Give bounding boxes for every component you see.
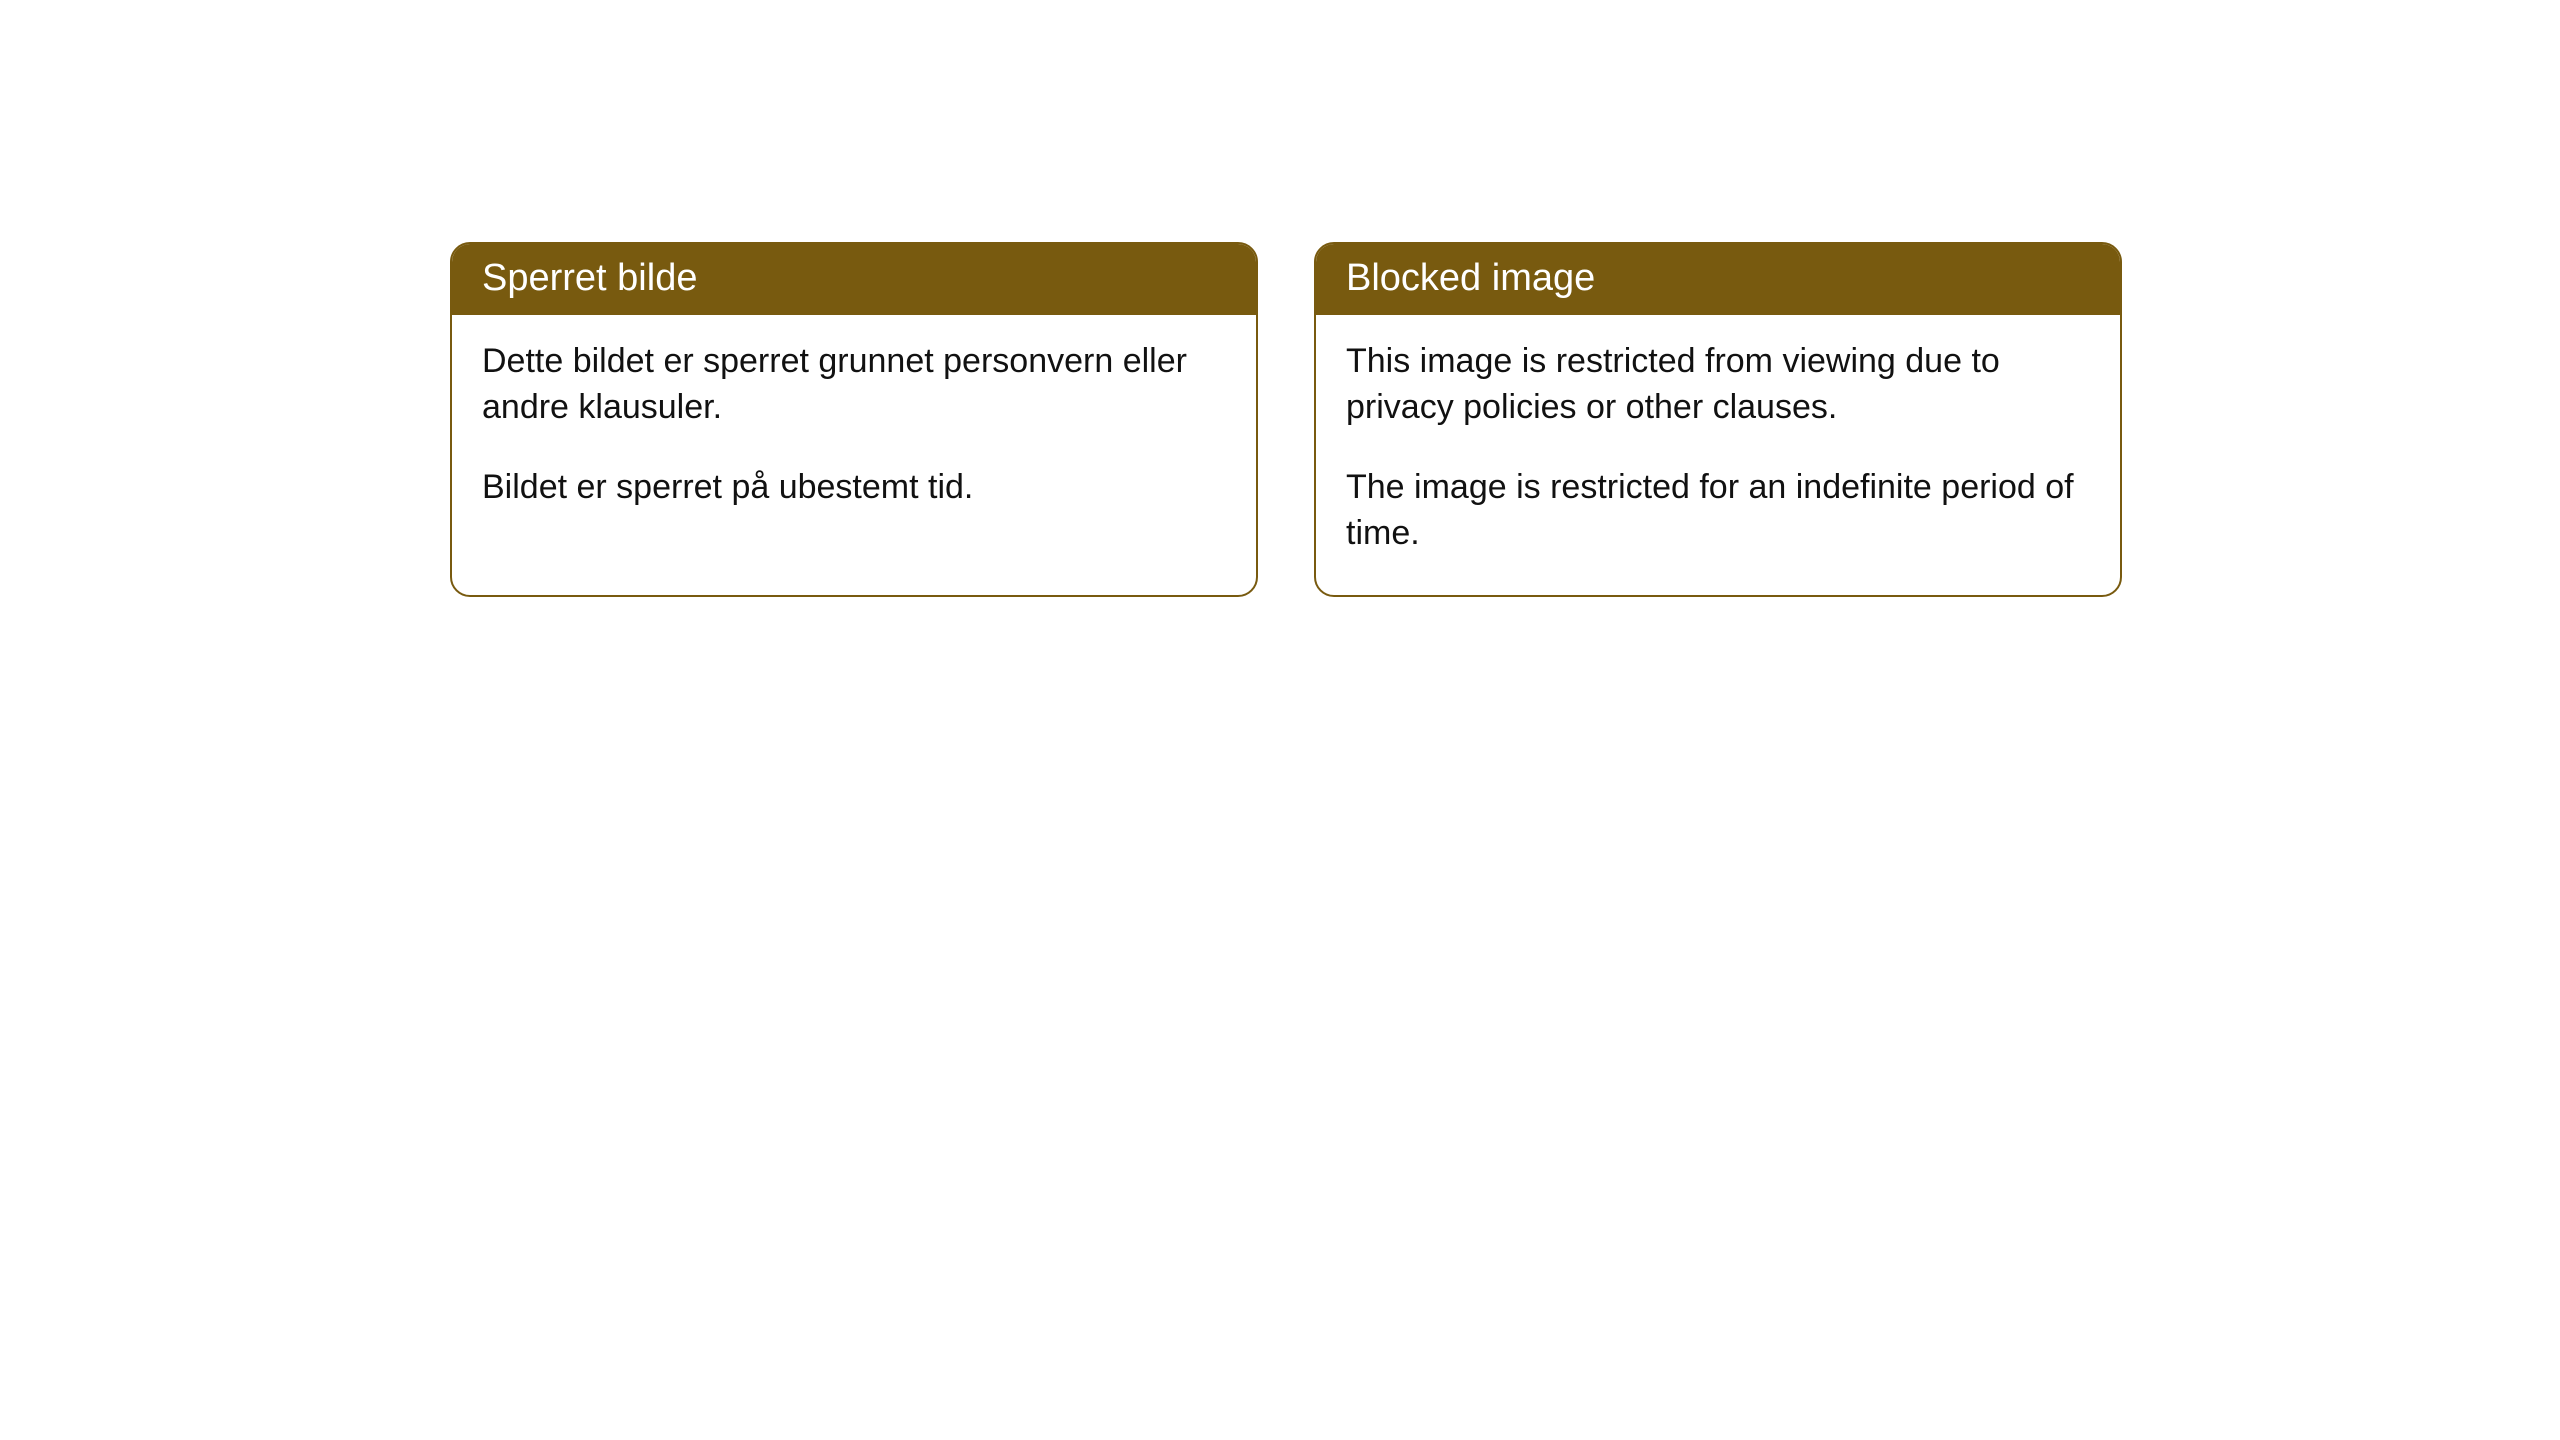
card-paragraph: This image is restricted from viewing du… bbox=[1346, 339, 2090, 431]
notice-card-english: Blocked image This image is restricted f… bbox=[1314, 242, 2122, 597]
card-paragraph: Bildet er sperret på ubestemt tid. bbox=[482, 465, 1226, 511]
card-title: Blocked image bbox=[1316, 244, 2120, 315]
card-paragraph: The image is restricted for an indefinit… bbox=[1346, 465, 2090, 557]
notice-cards-container: Sperret bilde Dette bildet er sperret gr… bbox=[450, 242, 2122, 597]
card-title: Sperret bilde bbox=[452, 244, 1256, 315]
notice-card-norwegian: Sperret bilde Dette bildet er sperret gr… bbox=[450, 242, 1258, 597]
card-paragraph: Dette bildet er sperret grunnet personve… bbox=[482, 339, 1226, 431]
card-body: Dette bildet er sperret grunnet personve… bbox=[452, 315, 1256, 549]
card-body: This image is restricted from viewing du… bbox=[1316, 315, 2120, 595]
